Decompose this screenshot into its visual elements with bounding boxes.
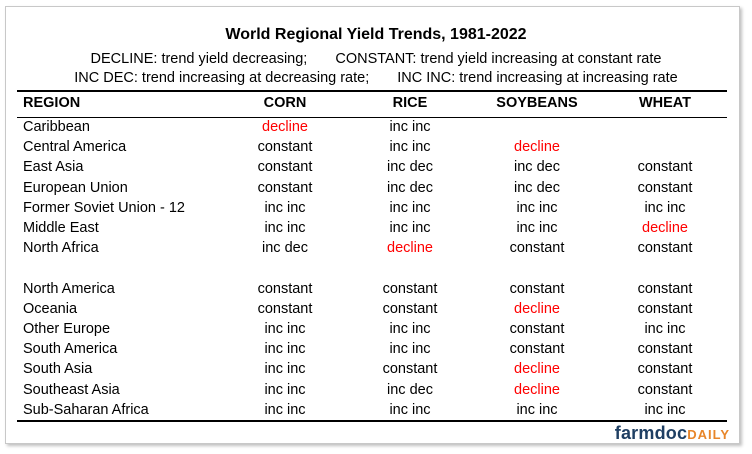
table-cell-region: European Union: [23, 179, 128, 196]
table-cell-soybeans: decline: [514, 300, 560, 317]
top-rule: [17, 90, 727, 92]
table-cell-wheat: constant: [637, 381, 693, 398]
column-header-soybeans: SOYBEANS: [496, 95, 578, 111]
table-cell-region: Sub-Saharan Africa: [23, 401, 149, 418]
table-cell-rice: inc dec: [387, 381, 433, 398]
table-cell-rice: inc inc: [389, 401, 431, 418]
table-cell-soybeans: decline: [514, 139, 560, 156]
table-cell-rice: inc inc: [389, 119, 431, 135]
legend-line-1: DECLINE: trend yield decreasing; CONSTANT…: [0, 51, 752, 68]
table-cell-soybeans: decline: [514, 381, 560, 398]
table-cell-corn: constant: [257, 179, 313, 196]
legend-decline: DECLINE: trend yield decreasing;: [90, 51, 308, 67]
table-cell-region: Other Europe: [23, 321, 111, 337]
table-cell-corn: inc inc: [264, 361, 306, 378]
table-cell-soybeans: decline: [514, 361, 560, 378]
table-cell-wheat: constant: [637, 361, 693, 378]
table-cell-wheat: constant: [637, 300, 693, 317]
table-cell-region: Southeast Asia: [23, 381, 120, 398]
legend-line-2: INC DEC: trend increasing at decreasing …: [0, 70, 752, 87]
table-cell-soybeans: inc inc: [516, 220, 558, 236]
legend-constant: CONSTANT: trend yield increasing at cons…: [335, 51, 662, 67]
table-cell-corn: inc inc: [264, 401, 306, 418]
table-cell-corn: constant: [257, 139, 313, 156]
table-cell-region: Central America: [23, 139, 127, 156]
table-cell-rice: decline: [387, 240, 433, 257]
table-cell-rice: inc inc: [389, 199, 431, 216]
table-cell-rice: inc inc: [389, 321, 431, 337]
bottom-rule: [17, 420, 727, 422]
table-cell-soybeans: constant: [509, 280, 565, 297]
legend-inc-inc: INC INC: trend increasing at increasing …: [397, 70, 678, 86]
table-cell-corn: inc inc: [264, 381, 306, 398]
table-title: World Regional Yield Trends, 1981-2022: [225, 26, 527, 43]
table-cell-wheat: constant: [637, 280, 693, 297]
table-cell-region: Former Soviet Union - 12: [23, 199, 185, 216]
table-cell-rice: constant: [382, 300, 438, 317]
table-cell-rice: constant: [382, 361, 438, 378]
table-cell-corn: constant: [257, 300, 313, 317]
table-cell-region: North America: [23, 280, 115, 297]
table-cell-wheat: constant: [637, 159, 693, 176]
farmdoc-daily-logo: farmdocDAILY: [615, 423, 730, 445]
table-cell-soybeans: inc dec: [514, 179, 560, 196]
table-cell-wheat: inc inc: [644, 321, 686, 337]
table-cell-region: Oceania: [23, 300, 78, 317]
table-cell-soybeans: inc inc: [516, 199, 558, 216]
header-rule: [17, 117, 727, 118]
table-cell-wheat: constant: [637, 179, 693, 196]
table-cell-corn: inc dec: [262, 240, 308, 257]
table-cell-rice: inc dec: [387, 179, 433, 196]
table-cell-corn: constant: [257, 280, 313, 297]
table-cell-soybeans: constant: [509, 321, 565, 337]
table-cell-rice: inc dec: [387, 159, 433, 176]
table-cell-wheat: constant: [637, 341, 693, 358]
table-cell-corn: decline: [262, 119, 308, 135]
table-cell-region: Caribbean: [23, 119, 90, 135]
table-cell-corn: inc inc: [264, 220, 306, 236]
figure-frame: [5, 6, 740, 444]
table-cell-region: South America: [23, 341, 118, 358]
table-cell-soybeans: constant: [509, 240, 565, 257]
table-cell-rice: inc inc: [389, 139, 431, 156]
table-cell-wheat: inc inc: [644, 401, 686, 418]
column-header-region: REGION: [23, 95, 81, 111]
column-header-wheat: WHEAT: [638, 95, 692, 111]
table-cell-corn: inc inc: [264, 341, 306, 358]
column-header-rice: RICE: [392, 95, 428, 111]
table-cell-rice: constant: [382, 280, 438, 297]
table-cell-corn: inc inc: [264, 199, 306, 216]
table-cell-rice: inc inc: [389, 220, 431, 236]
table-cell-wheat: constant: [637, 240, 693, 257]
table-cell-region: East Asia: [23, 159, 84, 176]
table-cell-region: Middle East: [23, 220, 99, 236]
table-cell-soybeans: constant: [509, 341, 565, 358]
table-cell-corn: inc inc: [264, 321, 306, 337]
table-cell-corn: constant: [257, 159, 313, 176]
column-header-corn: CORN: [263, 95, 307, 111]
table-cell-soybeans: inc inc: [516, 401, 558, 418]
legend-inc-dec: INC DEC: trend increasing at decreasing …: [74, 70, 370, 86]
table-cell-region: South Asia: [23, 361, 93, 378]
table-cell-rice: inc inc: [389, 341, 431, 358]
logo-accent: DAILY: [687, 427, 730, 442]
table-cell-soybeans: inc dec: [514, 159, 560, 176]
logo-primary: farmdoc: [614, 423, 688, 443]
table-cell-wheat: decline: [642, 220, 688, 236]
table-cell-wheat: inc inc: [644, 199, 686, 216]
table-cell-region: North Africa: [23, 240, 99, 257]
